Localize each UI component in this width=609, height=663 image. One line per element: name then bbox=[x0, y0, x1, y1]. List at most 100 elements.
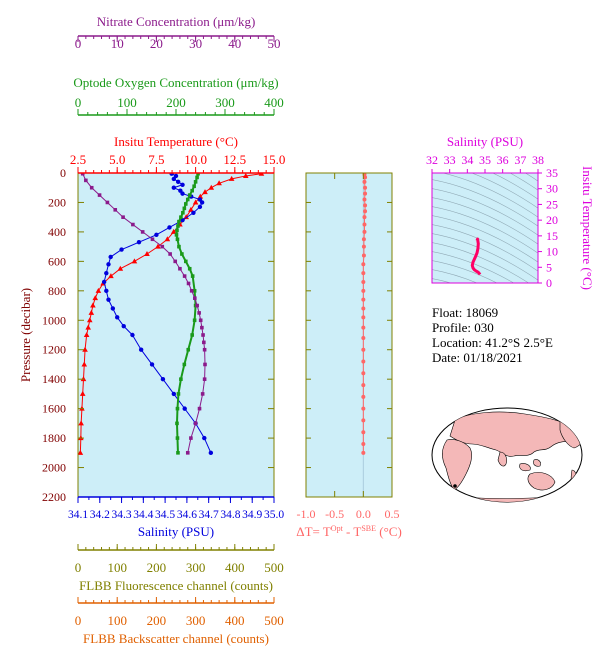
ts-density-contour bbox=[432, 251, 515, 283]
difference-tick-label: 0.5 bbox=[385, 507, 400, 521]
oxygen-point bbox=[190, 274, 195, 278]
difference-point bbox=[361, 288, 366, 293]
temperature-axis: 2.5 5.0 7.5 10.0 12.5 15.0 bbox=[70, 152, 285, 174]
difference-point bbox=[363, 203, 368, 208]
pressure-tick-label: 400 bbox=[48, 225, 66, 239]
pressure-tick-label: 0 bbox=[60, 166, 66, 180]
oxygen-point bbox=[175, 228, 179, 233]
salinity-point bbox=[130, 332, 135, 338]
salinity-point bbox=[110, 306, 116, 311]
temperature-point bbox=[192, 199, 199, 205]
pressure-tick-label: 600 bbox=[48, 254, 66, 268]
nitrate-point bbox=[160, 244, 165, 249]
oxygen-tick-label: 400 bbox=[264, 95, 284, 110]
ts-density-contour bbox=[432, 179, 538, 227]
ts-y-tick-label: 20 bbox=[546, 213, 558, 227]
ts-y-tick-label: 25 bbox=[546, 197, 558, 211]
ts-density-contour bbox=[432, 260, 498, 283]
backscatter-tick-label: 300 bbox=[186, 613, 206, 628]
ts-x-tick-label: 36 bbox=[497, 153, 509, 167]
temperature-point bbox=[164, 236, 171, 242]
oxygen-tick-label: 300 bbox=[215, 95, 235, 110]
difference-point bbox=[361, 418, 366, 423]
nitrate-point bbox=[168, 252, 172, 256]
oxygen-point bbox=[176, 224, 180, 228]
difference-point bbox=[361, 315, 366, 320]
difference-point bbox=[362, 222, 367, 227]
nitrate-point bbox=[150, 237, 155, 242]
salinity-tick-label: 34.1 bbox=[68, 509, 88, 521]
nitrate-point bbox=[203, 362, 207, 367]
fluorescence-tick-label: 500 bbox=[264, 560, 284, 575]
salinity-tick-label: 34.4 bbox=[133, 509, 153, 521]
pressure-axis-label: Pressure (decibar) bbox=[18, 288, 33, 382]
ts-density-contour bbox=[432, 197, 538, 245]
difference-point bbox=[363, 191, 368, 196]
nitrate-tick-label: 50 bbox=[268, 36, 281, 51]
temperature-tick-label: 5.0 bbox=[109, 152, 125, 167]
difference-point bbox=[361, 244, 366, 249]
salinity-point bbox=[108, 254, 113, 260]
ts-x-tick-label: 34 bbox=[461, 153, 473, 167]
nitrate-point bbox=[202, 347, 207, 352]
pressure-tick-label: 2200 bbox=[42, 490, 66, 504]
ts-x-tick-label: 37 bbox=[514, 153, 526, 167]
profile-marks bbox=[78, 173, 265, 456]
nitrate-tick-label: 20 bbox=[150, 36, 163, 51]
difference-point bbox=[361, 430, 366, 435]
backscatter-axis-label: FLBB Backscatter channel (counts) bbox=[83, 631, 269, 646]
ts-y-tick-label: 30 bbox=[546, 182, 558, 196]
nitrate-tick-label: 0 bbox=[75, 36, 82, 51]
difference-point bbox=[362, 215, 367, 220]
ts-x-tick-label: 32 bbox=[426, 153, 438, 167]
ts-y-tick-label: 5 bbox=[546, 260, 552, 274]
oxygen-point bbox=[187, 193, 192, 197]
salinity-point bbox=[180, 182, 185, 187]
salinity-point bbox=[175, 179, 181, 185]
salinity-point bbox=[160, 376, 166, 382]
temperature-point bbox=[92, 295, 99, 301]
temperature-point bbox=[78, 449, 84, 455]
salinity-point bbox=[171, 176, 177, 182]
profile-panel: 0 200 400 600 800 1000 1200 1400 1600 1800 2000 220… bbox=[18, 166, 275, 504]
salinity-tick-label: 34.7 bbox=[199, 509, 219, 521]
nitrate-point bbox=[189, 436, 193, 440]
temperature-point bbox=[95, 287, 102, 293]
nitrate-tick-label: 10 bbox=[111, 36, 124, 51]
oxygen-point bbox=[174, 233, 179, 237]
profile-plot-area bbox=[78, 173, 274, 497]
fluorescence-tick-label: 400 bbox=[225, 560, 245, 575]
ts-density-contour bbox=[432, 233, 538, 281]
salinity-tick-label: 35.0 bbox=[264, 509, 284, 521]
oxygen-point bbox=[175, 237, 180, 242]
salinity-point bbox=[149, 362, 155, 367]
nitrate-point bbox=[197, 406, 202, 411]
ts-x-tick-label: 35 bbox=[479, 153, 491, 167]
oxygen-point bbox=[184, 202, 188, 206]
ts-density-contour bbox=[524, 173, 538, 182]
salinity-point bbox=[138, 347, 144, 352]
difference-axis: -1.0 -0.5 0.0 0.5 bbox=[297, 172, 400, 521]
nitrate-point bbox=[182, 274, 187, 278]
temperature-point bbox=[155, 243, 161, 249]
ts-density-contour bbox=[492, 173, 538, 200]
oxygen-point bbox=[180, 252, 184, 256]
temperature-point bbox=[208, 184, 215, 190]
nitrate-point bbox=[202, 340, 206, 345]
pressure-tick-label: 1600 bbox=[42, 402, 66, 416]
difference-point bbox=[363, 209, 368, 214]
nitrate-point bbox=[195, 303, 199, 308]
oxygen-point bbox=[176, 392, 181, 396]
backscatter-tick-label: 100 bbox=[107, 613, 127, 628]
ts-y-tick-label: 0 bbox=[546, 276, 552, 290]
nitrate-tick-label: 30 bbox=[189, 36, 202, 51]
difference-point bbox=[361, 406, 366, 411]
fluorescence-tick-label: 200 bbox=[147, 560, 167, 575]
nitrate-point bbox=[80, 173, 85, 176]
oxygen-point bbox=[182, 206, 187, 211]
oxygen-point bbox=[176, 451, 180, 455]
nitrate-point bbox=[201, 333, 205, 337]
oxygen-point bbox=[175, 436, 180, 440]
salinity-point bbox=[199, 200, 205, 205]
salinity-point bbox=[171, 391, 177, 397]
